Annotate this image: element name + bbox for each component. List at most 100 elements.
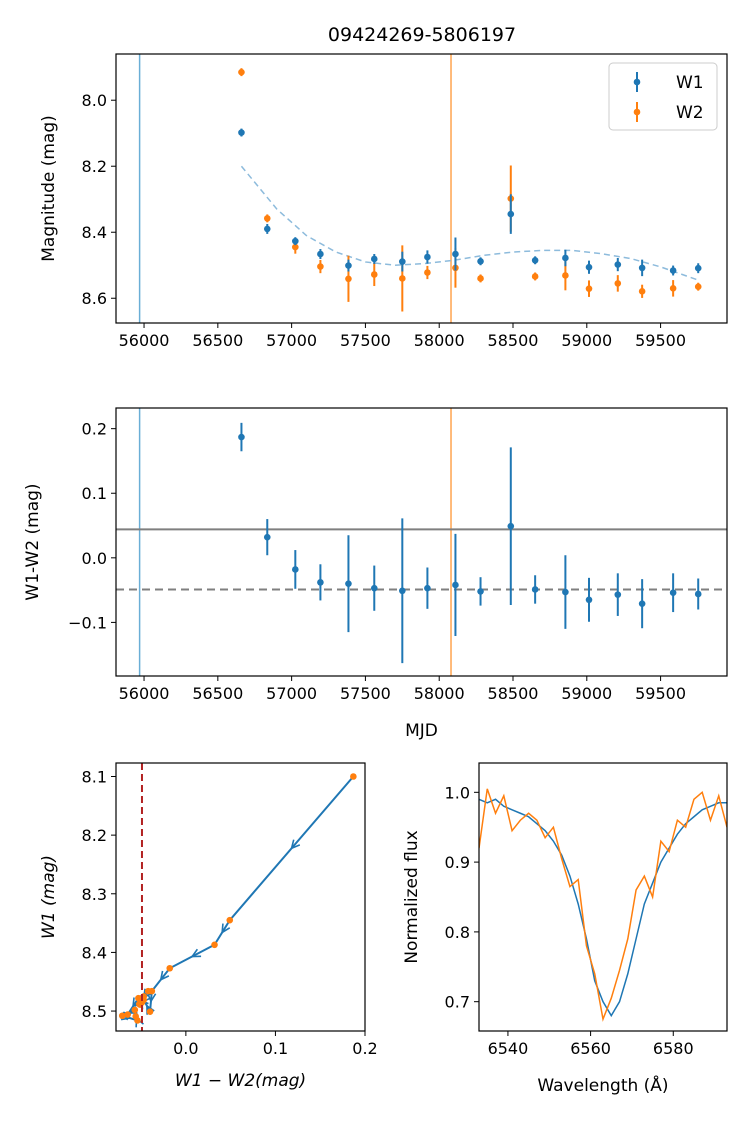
w1-point (614, 261, 622, 268)
w1-point (345, 262, 352, 269)
color-point (317, 579, 324, 586)
w1-point (263, 225, 271, 233)
legend-label: W2 (676, 103, 704, 123)
plot-area (118, 763, 357, 1031)
w2-point (669, 285, 677, 292)
color-point (477, 588, 484, 595)
w1-point (585, 263, 593, 271)
w2-point (638, 288, 646, 295)
plot-area (479, 788, 727, 1022)
w2-point (399, 275, 406, 282)
spectrum-panel: 6540 6560 6580 0.7 0.8 0.9 1.0 Wavelength (Å) No… (402, 762, 728, 1096)
spectrum-line-1 (479, 798, 727, 1018)
plot-area (116, 408, 727, 676)
color-point (694, 590, 702, 598)
y-tick-label: −0.1 (68, 613, 107, 632)
fit-curve (240, 165, 699, 281)
epoch-point (144, 987, 152, 995)
color-point (614, 591, 622, 598)
x-tick-label: 57000 (266, 684, 317, 703)
color-point (399, 587, 406, 595)
color-point (292, 566, 299, 573)
color-point (669, 589, 677, 596)
epoch-point (350, 773, 357, 780)
color-point (345, 580, 352, 587)
y-tick-label: 0.8 (445, 923, 470, 942)
epoch-point (226, 916, 234, 924)
y-axis-label: Normalized flux (402, 830, 422, 963)
w2-point (238, 68, 245, 76)
x-axis-label: Wavelength (Å) (537, 1074, 668, 1096)
w1-point (317, 250, 324, 258)
w1-point (477, 257, 484, 265)
y-axis-label: W1 (mag) (39, 855, 59, 939)
x-tick-label: 57500 (340, 684, 391, 703)
direction-arrow (159, 970, 170, 982)
w1-point (370, 255, 378, 263)
x-tick-label: 58000 (414, 684, 465, 703)
epoch-point (211, 941, 218, 949)
track-line (119, 775, 355, 1023)
direction-arrow (290, 839, 301, 850)
epoch-point (166, 964, 174, 972)
y-tick-label: 0.0 (82, 549, 107, 568)
w2-point (345, 275, 352, 283)
color-point (585, 596, 593, 604)
y-tick-label: 8.3 (82, 885, 107, 904)
w1-point (531, 256, 539, 264)
y-tick-label: 0.9 (445, 853, 470, 872)
w2-point (531, 273, 539, 280)
w2-point (370, 271, 378, 278)
y-tick-label: 8.1 (82, 767, 107, 786)
epoch-point (131, 1006, 139, 1014)
y-tick-label: 8.4 (82, 223, 107, 242)
w1-point (292, 237, 299, 245)
plot-frame (115, 407, 728, 677)
x-tick-label: 57500 (340, 331, 391, 350)
w2-point (263, 215, 271, 222)
y-tick-label: 8.4 (82, 943, 107, 962)
w1-point (238, 129, 245, 136)
w2-point (694, 283, 702, 290)
x-tick-label: 56000 (119, 331, 170, 350)
color-point (531, 586, 539, 593)
figure-title: 09424269-5806197 (328, 24, 516, 46)
x-tick-label: 56500 (192, 331, 243, 350)
color-point (238, 433, 245, 441)
legend: W1 W2 (608, 62, 718, 131)
y-tick-label: 8.5 (82, 1002, 107, 1021)
light-curve-panel: 56000 56500 57000 57500 58000 58500 59000 59500… (39, 53, 728, 350)
x-tick-label: 59500 (635, 331, 686, 350)
y-axis-label: W1-W2 (mag) (23, 483, 43, 600)
x-tick-label: 58500 (488, 331, 539, 350)
y-tick-label: 0.2 (82, 420, 107, 439)
direction-arrow (221, 923, 231, 935)
plot-frame (478, 762, 728, 1032)
color-point (562, 588, 569, 596)
x-axis-label: W1 − W2(mag) (175, 1071, 306, 1091)
x-tick-label: 59000 (561, 684, 612, 703)
w1-point (669, 267, 677, 274)
w2-point (614, 280, 622, 287)
x-tick-label: 57000 (266, 331, 317, 350)
color-point (424, 584, 431, 592)
w2-point (562, 272, 569, 279)
direction-arrow (146, 992, 157, 1004)
plot-frame (115, 762, 366, 1032)
x-tick-label: 6540 (488, 1039, 529, 1058)
x-tick-label: 0.1 (263, 1039, 288, 1058)
x-tick-label: 6560 (570, 1039, 611, 1058)
y-tick-label: 0.1 (82, 484, 107, 503)
w2-point (317, 263, 324, 270)
y-tick-label: 8.0 (82, 91, 107, 110)
epoch-point (135, 994, 142, 1002)
x-tick-label: 56000 (119, 684, 170, 703)
x-tick-label: 0.0 (173, 1039, 198, 1058)
direction-arrow (190, 948, 202, 958)
color-curve-panel: 56000 56500 57000 57500 58000 58500 59000 59500… (23, 407, 728, 741)
w1-point (399, 258, 406, 265)
x-axis-label: MJD (405, 721, 438, 741)
x-tick-label: 59000 (561, 331, 612, 350)
y-tick-label: 0.7 (445, 993, 470, 1012)
